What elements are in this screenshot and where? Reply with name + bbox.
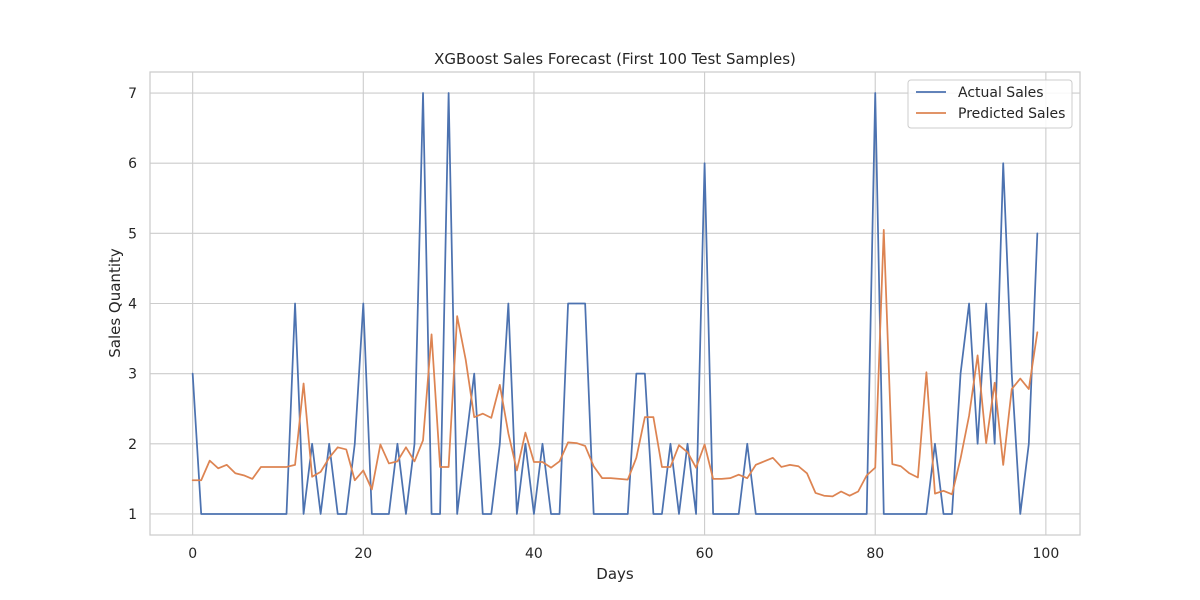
predicted-sales-line	[191, 228, 1039, 498]
y-tick-label-1: 1	[128, 507, 137, 523]
y-axis-label: Sales Quantity	[106, 248, 124, 358]
x-tick-label-20: 20	[354, 546, 372, 562]
tick-labels: 0 20 40 60 80 100 1 2 3 4 5 6 7	[128, 86, 1059, 562]
y-tick-label-3: 3	[128, 367, 137, 383]
x-tick-label-100: 100	[1033, 546, 1060, 562]
x-tick-label-80: 80	[866, 546, 884, 562]
legend-label-predicted: Predicted Sales	[958, 106, 1065, 122]
series-lines	[191, 92, 1039, 515]
legend: Actual Sales Predicted Sales	[907, 79, 1073, 129]
actual-sales-line	[191, 92, 1039, 515]
y-tick-label-6: 6	[128, 156, 137, 172]
chart-title: XGBoost Sales Forecast (First 100 Test S…	[434, 50, 796, 68]
y-tick-label-5: 5	[128, 226, 137, 242]
x-axis-label: Days	[596, 565, 634, 583]
x-tick-label-60: 60	[696, 546, 714, 562]
y-tick-label-2: 2	[128, 437, 137, 453]
y-tick-label-4: 4	[128, 297, 137, 313]
plot-frame	[149, 71, 1081, 536]
legend-box	[907, 79, 1073, 129]
x-tick-label-40: 40	[525, 546, 543, 562]
x-tick-label-0: 0	[188, 546, 197, 562]
y-tick-label-7: 7	[128, 86, 137, 102]
legend-label-actual: Actual Sales	[958, 85, 1044, 101]
